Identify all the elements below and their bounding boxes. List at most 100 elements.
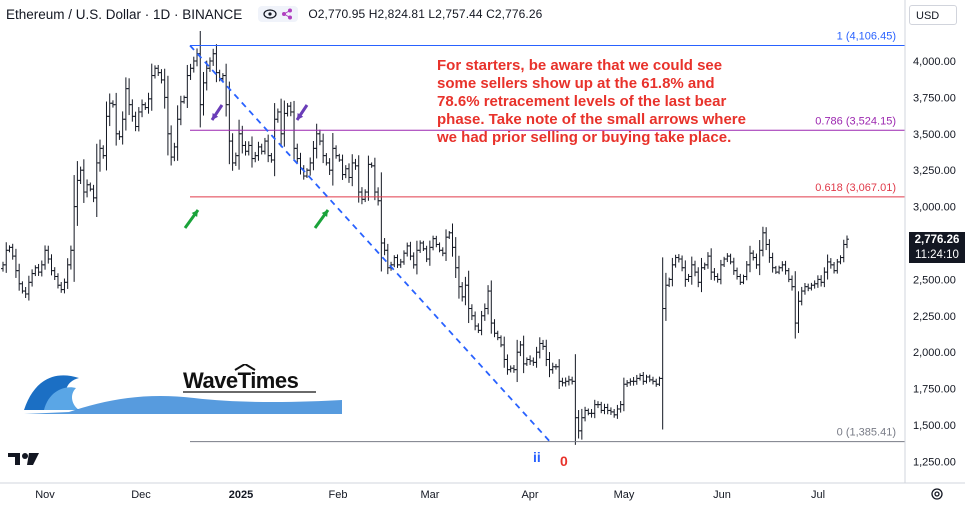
time-tick-label: 2025 [229, 489, 253, 501]
ohlc-bar [686, 273, 691, 282]
ohlc-bar [143, 102, 148, 110]
ohlc-bar [738, 273, 743, 285]
ohlc-bar [275, 108, 280, 123]
ohlc-bar [127, 78, 132, 116]
ohlc-bar [444, 229, 449, 261]
eye-icon[interactable] [263, 8, 277, 20]
ohlc-bar [182, 95, 187, 104]
ohlc-bar [570, 376, 575, 385]
ohlc-bar [156, 64, 161, 76]
ohlc-bar [249, 136, 254, 168]
ohlc-bar [243, 141, 248, 156]
time-tick-label: Mar [421, 489, 440, 501]
price-tick-label: 3,000.00 [913, 202, 956, 214]
fib-level-label: 0.786 (3,524.15) [815, 115, 896, 127]
currency-button[interactable]: USD [909, 5, 957, 25]
ohlc-bar [62, 278, 67, 294]
ohlc-bar [282, 100, 287, 147]
ohlc-bar [214, 44, 219, 83]
ohlc-bar [246, 141, 251, 156]
price-tick-label: 2,500.00 [913, 274, 956, 286]
ohlc-bar [447, 231, 452, 239]
ohlc-bar [602, 403, 607, 415]
ohlc-bar [123, 77, 128, 131]
ohlc-bar [224, 63, 229, 117]
ohlc-bar [285, 103, 290, 117]
ohlc-bar [608, 407, 613, 415]
ohlc-bar [693, 260, 698, 277]
ohlc-bar [699, 257, 704, 293]
price-tick-label: 3,250.00 [913, 165, 956, 177]
ohlc-bar [760, 226, 765, 257]
ohlc-bar [101, 145, 106, 159]
ohlc-bar [369, 162, 374, 168]
ohlc-bar [515, 339, 520, 383]
ohlc-bar [579, 408, 584, 440]
analysis-note: For starters, be aware that we could see… [437, 57, 746, 146]
ohlc-bar [815, 275, 820, 288]
ohlc-bar [560, 377, 565, 387]
ohlc-bar [7, 245, 12, 253]
ohlc-bar [456, 255, 461, 299]
ohlc-bar [266, 134, 271, 163]
bear-trendline [189, 44, 551, 443]
ohlc-bar [431, 235, 436, 251]
ohlc-bar [476, 323, 481, 334]
ohlc-readout: O2,770.95 H2,824.81 L2,757.44 C2,776.26 [308, 7, 543, 21]
ohlc-bar [641, 371, 646, 385]
ohlc-bar [718, 259, 723, 285]
symbol-title[interactable]: Ethereum / U.S. Dollar · 1D · BINANCE [6, 6, 243, 22]
ohlc-bar [178, 95, 183, 126]
price-tick-label: 4,000.00 [913, 56, 956, 68]
share-icon[interactable] [281, 8, 293, 20]
price-tick-label: 3,500.00 [913, 129, 956, 141]
ohlc-bar [841, 239, 846, 263]
ohlc-bar [353, 158, 358, 170]
ohlc-bar [146, 92, 151, 114]
time-tick-label: May [614, 489, 635, 501]
ohlc-bar [489, 280, 494, 334]
ohlc-bar [547, 351, 552, 378]
ohlc-bar [628, 378, 633, 386]
time-tick-label: Jul [811, 489, 825, 501]
last-price-tag: 2,776.26 [909, 232, 965, 248]
green-arrow-icon [313, 209, 330, 229]
ohlc-bar [434, 235, 439, 248]
time-axis[interactable]: Nov Dec 2025 Feb Mar Apr May Jun Jul [0, 482, 965, 501]
ohlc-bar [321, 133, 326, 164]
ohlc-bar [812, 280, 817, 289]
ohlc-bar [334, 145, 339, 159]
ohlc-bar [790, 275, 795, 291]
ohlc-bar [495, 330, 500, 341]
ohlc-bar [634, 374, 639, 385]
wave-logo-icon [24, 375, 342, 414]
ohlc-bar [654, 378, 659, 387]
indicator-pill[interactable] [258, 6, 299, 22]
ohlc-bar [625, 380, 630, 387]
ohlc-bar [715, 273, 720, 283]
ohlc-bar [537, 337, 542, 359]
ohlc-bar [259, 143, 264, 155]
ohlc-bar [43, 245, 48, 270]
gear-icon[interactable] [930, 487, 944, 501]
ohlc-bar [33, 265, 38, 277]
ohlc-bar [838, 255, 843, 265]
ohlc-bar [114, 92, 119, 146]
bar-countdown: 11:24:10 [909, 247, 965, 263]
svg-text:WaveTimes: WaveTimes [183, 368, 299, 393]
ohlc-bar [237, 119, 242, 170]
ohlc-bar [453, 237, 458, 279]
ohlc-bar [55, 273, 60, 289]
ohlc-bar [647, 374, 652, 383]
ohlc-bar [133, 111, 138, 132]
ohlc-bar [269, 152, 274, 163]
ohlc-bar [605, 403, 610, 415]
ohlc-bar [712, 268, 717, 281]
ohlc-bar [52, 267, 57, 280]
ohlc-bar [780, 261, 785, 272]
purple-arrow-icon [210, 104, 224, 121]
ohlc-bar [566, 375, 571, 386]
ohlc-bar [725, 253, 730, 263]
ohlc-bar [615, 404, 620, 419]
